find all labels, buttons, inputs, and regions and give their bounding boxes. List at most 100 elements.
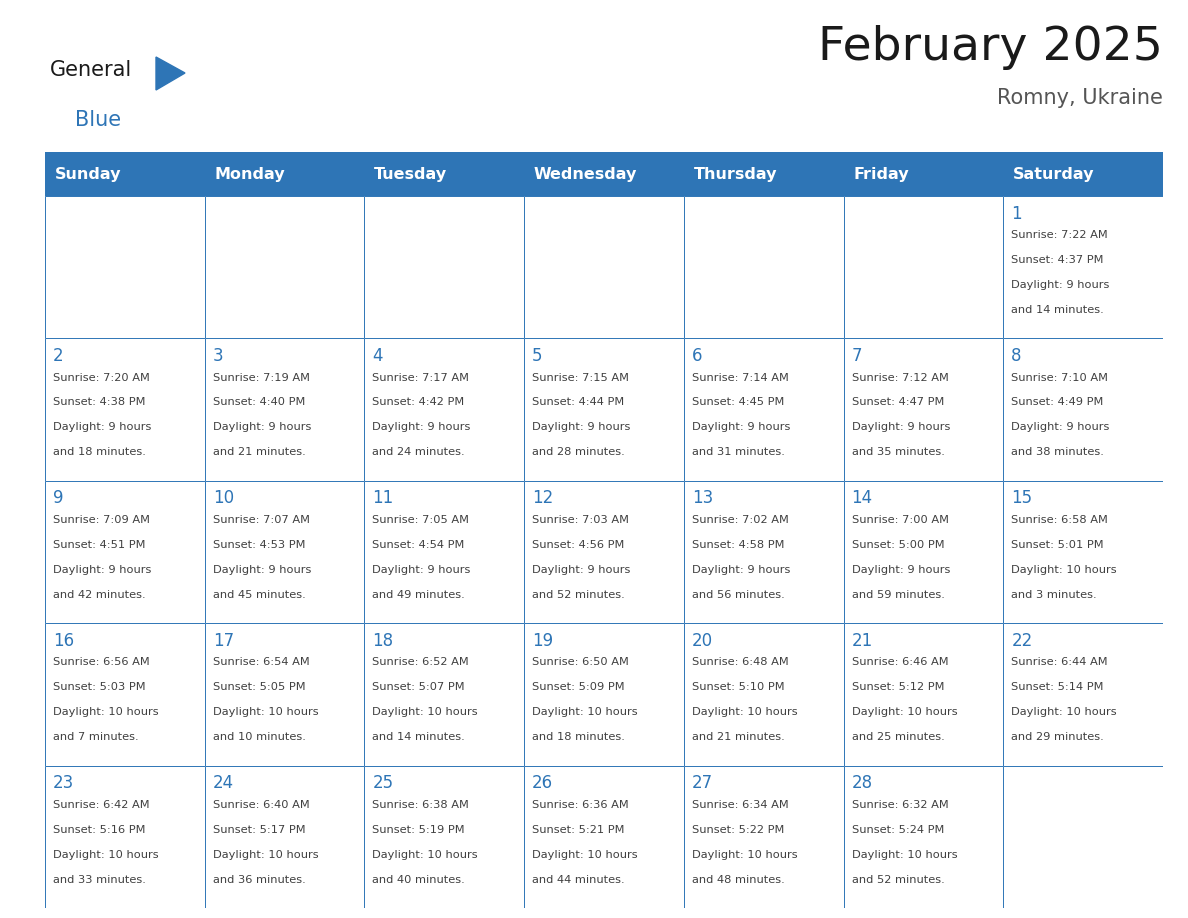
- Text: 6: 6: [691, 347, 702, 365]
- Text: Daylight: 10 hours: Daylight: 10 hours: [852, 850, 958, 859]
- Text: and 14 minutes.: and 14 minutes.: [372, 733, 466, 742]
- Text: and 7 minutes.: and 7 minutes.: [53, 733, 139, 742]
- Text: Sunset: 5:12 PM: Sunset: 5:12 PM: [852, 682, 944, 692]
- Text: Sunrise: 6:42 AM: Sunrise: 6:42 AM: [53, 800, 150, 810]
- FancyBboxPatch shape: [1004, 766, 1163, 908]
- Text: Daylight: 9 hours: Daylight: 9 hours: [53, 422, 151, 432]
- Text: Sunrise: 6:40 AM: Sunrise: 6:40 AM: [213, 800, 309, 810]
- FancyBboxPatch shape: [1004, 623, 1163, 766]
- Text: 16: 16: [53, 632, 74, 650]
- Text: 7: 7: [852, 347, 862, 365]
- Text: Daylight: 10 hours: Daylight: 10 hours: [213, 707, 318, 717]
- FancyBboxPatch shape: [843, 196, 1004, 339]
- Text: Wednesday: Wednesday: [533, 166, 637, 182]
- Text: Sunset: 5:21 PM: Sunset: 5:21 PM: [532, 824, 625, 834]
- Text: Daylight: 9 hours: Daylight: 9 hours: [1011, 280, 1110, 290]
- FancyBboxPatch shape: [843, 339, 1004, 481]
- FancyBboxPatch shape: [365, 152, 524, 196]
- FancyBboxPatch shape: [843, 481, 1004, 623]
- Text: Monday: Monday: [214, 166, 285, 182]
- Text: 28: 28: [852, 774, 873, 792]
- Text: 26: 26: [532, 774, 554, 792]
- FancyBboxPatch shape: [524, 339, 684, 481]
- Text: 9: 9: [53, 489, 63, 508]
- Text: and 31 minutes.: and 31 minutes.: [691, 447, 785, 457]
- Text: Daylight: 10 hours: Daylight: 10 hours: [213, 850, 318, 859]
- Text: and 52 minutes.: and 52 minutes.: [532, 589, 625, 599]
- Text: Sunrise: 7:15 AM: Sunrise: 7:15 AM: [532, 373, 630, 383]
- Text: Sunset: 4:42 PM: Sunset: 4:42 PM: [372, 397, 465, 408]
- Polygon shape: [156, 57, 185, 90]
- FancyBboxPatch shape: [45, 196, 204, 339]
- Text: Sunset: 5:03 PM: Sunset: 5:03 PM: [53, 682, 146, 692]
- Text: Daylight: 9 hours: Daylight: 9 hours: [691, 422, 790, 432]
- Text: 25: 25: [372, 774, 393, 792]
- Text: Saturday: Saturday: [1013, 166, 1094, 182]
- Text: Sunrise: 7:22 AM: Sunrise: 7:22 AM: [1011, 230, 1108, 241]
- Text: Sunrise: 7:00 AM: Sunrise: 7:00 AM: [852, 515, 948, 525]
- Text: and 18 minutes.: and 18 minutes.: [53, 447, 146, 457]
- Text: and 3 minutes.: and 3 minutes.: [1011, 589, 1097, 599]
- FancyBboxPatch shape: [365, 623, 524, 766]
- Text: and 42 minutes.: and 42 minutes.: [53, 589, 146, 599]
- Text: Sunrise: 6:36 AM: Sunrise: 6:36 AM: [532, 800, 628, 810]
- Text: Romny, Ukraine: Romny, Ukraine: [997, 88, 1163, 108]
- Text: 21: 21: [852, 632, 873, 650]
- Text: Daylight: 10 hours: Daylight: 10 hours: [1011, 707, 1117, 717]
- Text: Sunset: 4:56 PM: Sunset: 4:56 PM: [532, 540, 625, 550]
- Text: Tuesday: Tuesday: [374, 166, 447, 182]
- Text: 17: 17: [213, 632, 234, 650]
- Text: Daylight: 10 hours: Daylight: 10 hours: [1011, 565, 1117, 575]
- Text: Daylight: 9 hours: Daylight: 9 hours: [852, 565, 950, 575]
- Text: 8: 8: [1011, 347, 1022, 365]
- Text: Sunrise: 7:05 AM: Sunrise: 7:05 AM: [372, 515, 469, 525]
- Text: Daylight: 10 hours: Daylight: 10 hours: [372, 850, 478, 859]
- FancyBboxPatch shape: [684, 152, 843, 196]
- FancyBboxPatch shape: [684, 623, 843, 766]
- Text: Sunrise: 7:17 AM: Sunrise: 7:17 AM: [372, 373, 469, 383]
- Text: Daylight: 9 hours: Daylight: 9 hours: [372, 565, 470, 575]
- Text: Sunrise: 6:54 AM: Sunrise: 6:54 AM: [213, 657, 309, 667]
- Text: 15: 15: [1011, 489, 1032, 508]
- FancyBboxPatch shape: [365, 339, 524, 481]
- FancyBboxPatch shape: [365, 481, 524, 623]
- Text: Sunset: 4:47 PM: Sunset: 4:47 PM: [852, 397, 944, 408]
- Text: 13: 13: [691, 489, 713, 508]
- Text: and 25 minutes.: and 25 minutes.: [852, 733, 944, 742]
- Text: and 21 minutes.: and 21 minutes.: [691, 733, 784, 742]
- Text: Friday: Friday: [853, 166, 909, 182]
- Text: Sunrise: 6:32 AM: Sunrise: 6:32 AM: [852, 800, 948, 810]
- Text: and 14 minutes.: and 14 minutes.: [1011, 305, 1104, 315]
- FancyBboxPatch shape: [524, 481, 684, 623]
- Text: and 21 minutes.: and 21 minutes.: [213, 447, 305, 457]
- Text: and 36 minutes.: and 36 minutes.: [213, 875, 305, 885]
- FancyBboxPatch shape: [843, 766, 1004, 908]
- Text: Sunrise: 6:34 AM: Sunrise: 6:34 AM: [691, 800, 789, 810]
- Text: Daylight: 9 hours: Daylight: 9 hours: [1011, 422, 1110, 432]
- Text: Sunset: 4:40 PM: Sunset: 4:40 PM: [213, 397, 305, 408]
- Text: Daylight: 10 hours: Daylight: 10 hours: [372, 707, 478, 717]
- Text: 5: 5: [532, 347, 543, 365]
- FancyBboxPatch shape: [524, 196, 684, 339]
- Text: 14: 14: [852, 489, 873, 508]
- FancyBboxPatch shape: [45, 623, 204, 766]
- Text: and 44 minutes.: and 44 minutes.: [532, 875, 625, 885]
- Text: and 49 minutes.: and 49 minutes.: [372, 589, 466, 599]
- Text: Daylight: 10 hours: Daylight: 10 hours: [691, 850, 797, 859]
- Text: Daylight: 9 hours: Daylight: 9 hours: [852, 422, 950, 432]
- Text: Sunrise: 7:14 AM: Sunrise: 7:14 AM: [691, 373, 789, 383]
- Text: 20: 20: [691, 632, 713, 650]
- Text: Daylight: 9 hours: Daylight: 9 hours: [213, 565, 311, 575]
- Text: 18: 18: [372, 632, 393, 650]
- Text: Sunrise: 7:10 AM: Sunrise: 7:10 AM: [1011, 373, 1108, 383]
- Text: Sunset: 5:17 PM: Sunset: 5:17 PM: [213, 824, 305, 834]
- Text: Daylight: 10 hours: Daylight: 10 hours: [53, 707, 159, 717]
- FancyBboxPatch shape: [524, 152, 684, 196]
- FancyBboxPatch shape: [684, 339, 843, 481]
- Text: and 45 minutes.: and 45 minutes.: [213, 589, 305, 599]
- Text: 10: 10: [213, 489, 234, 508]
- Text: 12: 12: [532, 489, 554, 508]
- FancyBboxPatch shape: [1004, 196, 1163, 339]
- Text: Sunset: 5:05 PM: Sunset: 5:05 PM: [213, 682, 305, 692]
- Text: Sunrise: 7:12 AM: Sunrise: 7:12 AM: [852, 373, 948, 383]
